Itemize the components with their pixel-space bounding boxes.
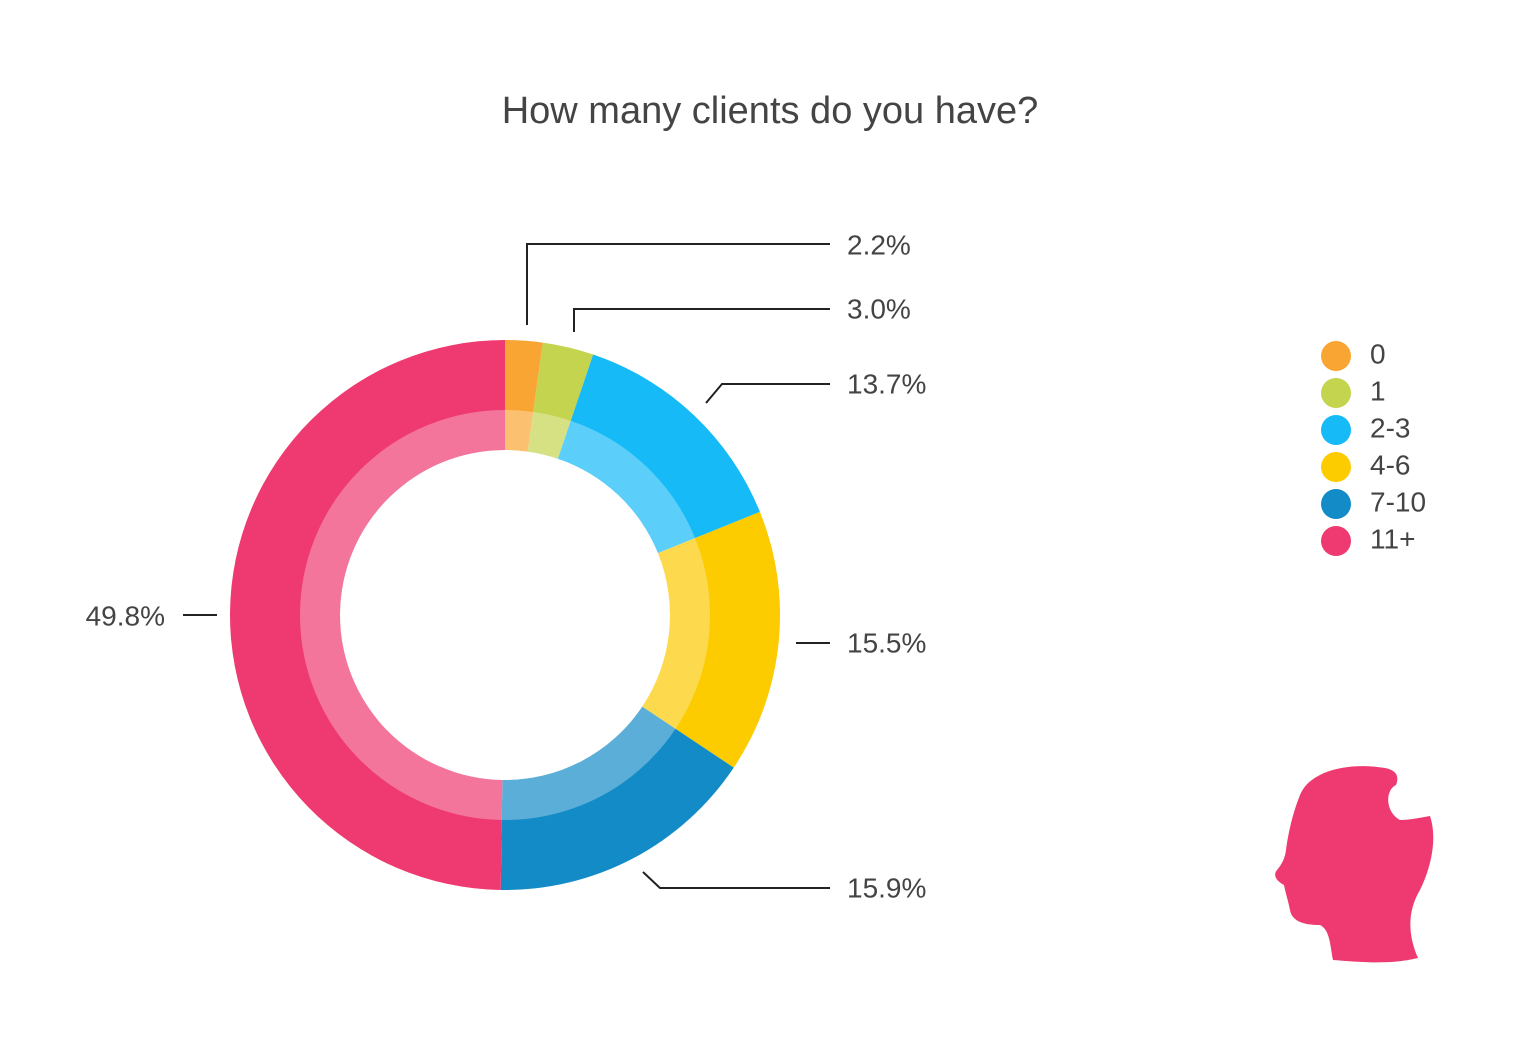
legend-swatch: [1321, 341, 1351, 371]
data-label: 13.7%: [847, 368, 926, 399]
slice: [557, 354, 760, 554]
data-label: 49.8%: [86, 600, 165, 631]
legend-swatch: [1321, 378, 1351, 408]
slice: [500, 706, 734, 890]
legend-swatch: [1321, 489, 1351, 519]
legend-swatch: [1321, 452, 1351, 482]
data-label: 2.2%: [847, 229, 911, 260]
leader-line: [526, 243, 830, 325]
slice: [642, 511, 780, 768]
legend-label: 11+: [1370, 523, 1415, 554]
data-label: 15.5%: [847, 627, 926, 658]
legend-swatch: [1321, 526, 1351, 556]
data-label: 15.9%: [847, 872, 926, 903]
slice: [527, 342, 594, 459]
leader-line: [573, 308, 830, 332]
chart-title: How many clients do you have?: [502, 90, 1039, 132]
legend-swatch: [1321, 415, 1351, 445]
slices: [230, 340, 780, 890]
inner-band: [300, 410, 710, 820]
legend-label: 1: [1370, 375, 1386, 406]
legend-label: 2-3: [1370, 412, 1410, 443]
legend-label: 7-10: [1370, 486, 1426, 517]
leader-line: [705, 383, 830, 404]
leader-line: [642, 871, 830, 889]
legend-label: 4-6: [1370, 449, 1410, 480]
legend-label: 0: [1370, 338, 1386, 369]
slice: [230, 340, 505, 890]
slice: [505, 340, 543, 452]
head-icon: [1275, 766, 1434, 963]
data-label: 3.0%: [847, 293, 911, 324]
